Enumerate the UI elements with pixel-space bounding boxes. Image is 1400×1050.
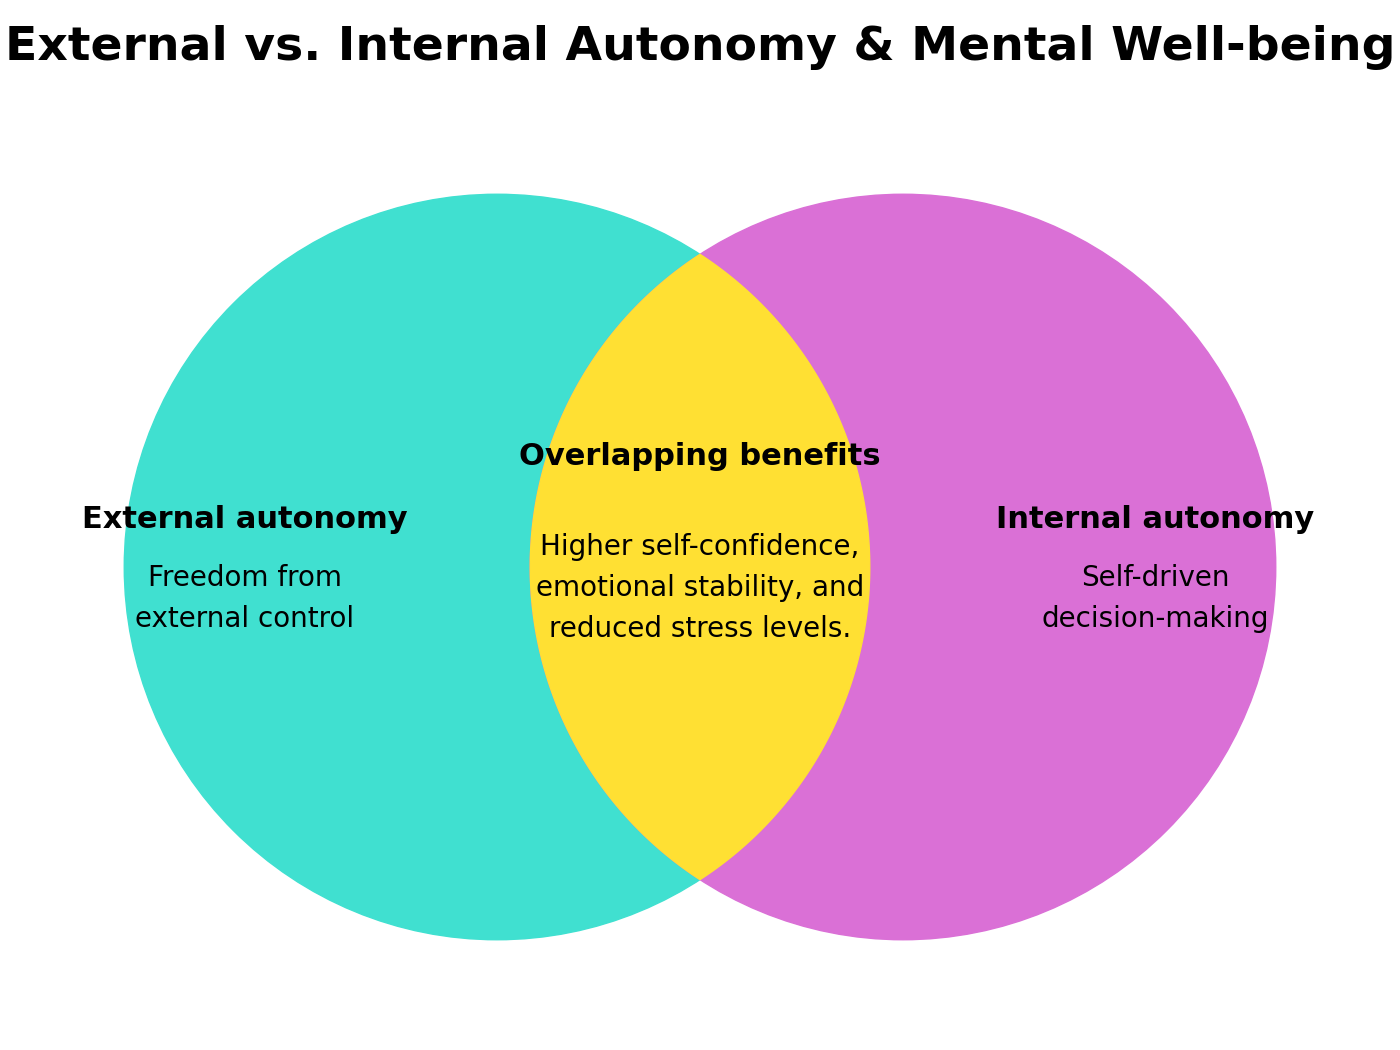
Circle shape xyxy=(125,194,869,940)
Text: Freedom from
external control: Freedom from external control xyxy=(136,564,354,633)
Text: Internal autonomy: Internal autonomy xyxy=(995,505,1315,534)
Text: Overlapping benefits: Overlapping benefits xyxy=(519,442,881,471)
Text: Higher self-confidence,
emotional stability, and
reduced stress levels.: Higher self-confidence, emotional stabil… xyxy=(536,532,864,644)
Text: External autonomy: External autonomy xyxy=(83,505,407,534)
Text: Self-driven
decision-making: Self-driven decision-making xyxy=(1042,564,1268,633)
Circle shape xyxy=(531,194,1275,940)
Polygon shape xyxy=(531,254,869,880)
Text: External vs. Internal Autonomy & Mental Well-being: External vs. Internal Autonomy & Mental … xyxy=(4,25,1396,69)
